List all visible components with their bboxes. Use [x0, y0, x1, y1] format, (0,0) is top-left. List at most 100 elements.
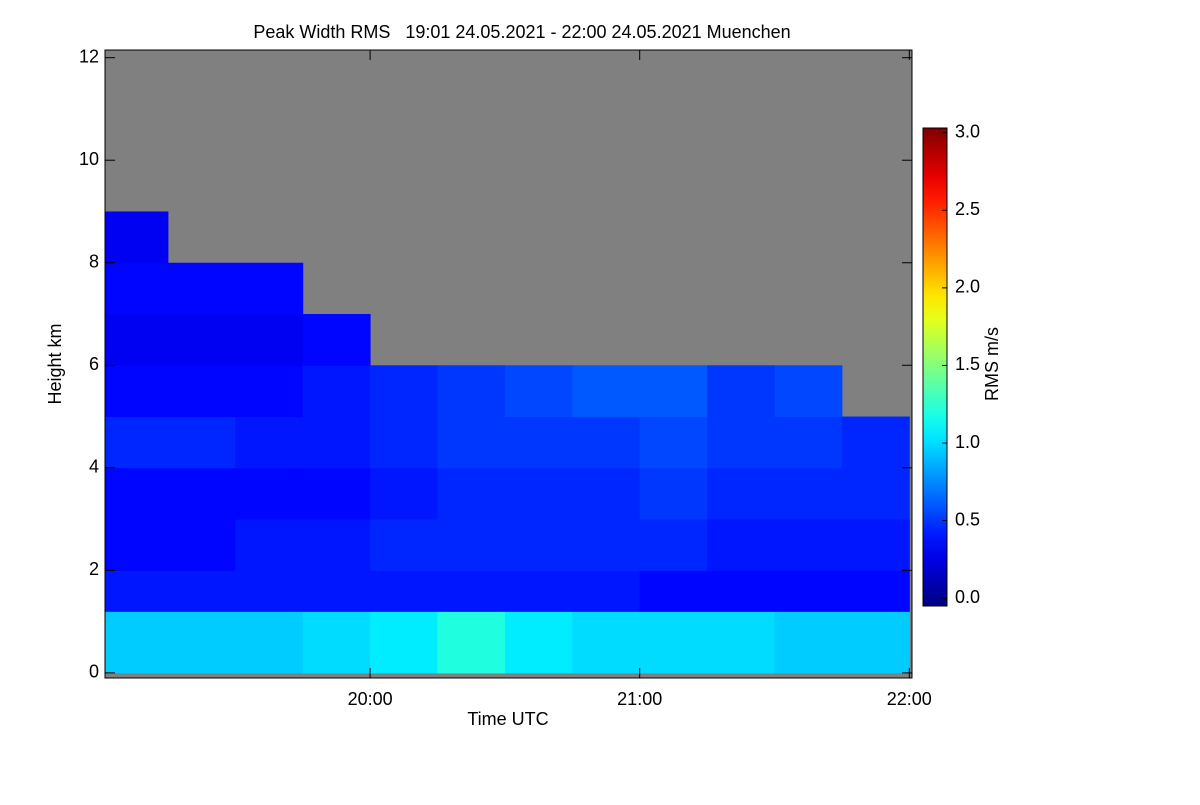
heatmap-cell: [774, 467, 843, 520]
y-tick-label: 2: [89, 559, 99, 579]
heatmap-cell: [235, 314, 304, 366]
heatmap-cell: [167, 262, 236, 315]
heatmap-cell: [167, 314, 236, 366]
heatmap-cell: [639, 519, 708, 571]
colorbar-tick-label: 0.5: [955, 509, 980, 529]
heatmap-cell: [370, 416, 439, 469]
y-tick-label: 0: [89, 662, 99, 682]
heatmap-cell: [105, 570, 169, 612]
heatmap-cell: [235, 611, 304, 674]
heatmap-cell: [167, 570, 236, 612]
heatmap-cell: [639, 611, 708, 674]
heatmap-cell: [437, 519, 506, 571]
heatmap-cell: [235, 365, 304, 418]
heatmap-cell: [572, 365, 641, 418]
x-axis-label: Time UTC: [467, 709, 548, 729]
heatmap-cell: [370, 570, 439, 612]
heatmap-cell: [572, 467, 641, 520]
heatmap-cell: [105, 611, 169, 674]
chart-title: Peak Width RMS 19:01 24.05.2021 - 22:00 …: [253, 22, 790, 42]
x-tick-label: 21:00: [617, 689, 662, 709]
heatmap-cell: [774, 570, 843, 612]
heatmap-cell: [841, 416, 910, 469]
heatmap-cell: [235, 570, 304, 612]
heatmap-cell: [167, 365, 236, 418]
y-tick-label: 4: [89, 457, 99, 477]
heatmap-cell: [302, 314, 371, 366]
heatmap-cell: [302, 570, 371, 612]
heatmap-cell: [504, 416, 573, 469]
heatmap-cell: [639, 467, 708, 520]
colorbar: [922, 127, 948, 607]
heatmap-cell: [707, 416, 776, 469]
heatmap-cell: [105, 519, 169, 571]
heatmap-cell: [639, 416, 708, 469]
plot-frame: [104, 49, 913, 679]
colorbar-tick-label: 1.0: [955, 432, 980, 452]
heatmap-cell: [572, 570, 641, 612]
heatmap-cell: [437, 570, 506, 612]
heatmap-cell: [707, 519, 776, 571]
heatmap-cell: [707, 365, 776, 418]
colorbar-tick-label: 0.0: [955, 587, 980, 607]
heatmap-cell: [370, 611, 439, 674]
heatmap-cell: [302, 611, 371, 674]
heatmap-cell: [105, 211, 169, 264]
heatmap-cell: [235, 262, 304, 315]
heatmap-cell: [235, 467, 304, 520]
heatmap-cell: [707, 467, 776, 520]
heatmap-cell: [639, 570, 708, 612]
x-tick-label: 20:00: [348, 689, 393, 709]
heatmap-cell: [167, 611, 236, 674]
heatmap-cell: [302, 416, 371, 469]
heatmap-cell: [841, 467, 910, 520]
heatmap-cell: [639, 365, 708, 418]
heatmap-cell: [774, 365, 843, 418]
heatmap-cell: [707, 570, 776, 612]
heatmap-cell: [105, 416, 169, 469]
heatmap-cell: [774, 611, 843, 674]
heatmap-cell: [774, 519, 843, 571]
colorbar-label: RMS m/s: [982, 327, 1002, 401]
colorbar-tick-label: 2.0: [955, 277, 980, 297]
heatmap-cell: [105, 262, 169, 315]
heatmap-cell: [504, 365, 573, 418]
heatmap-cell: [437, 365, 506, 418]
colorbar-tick-label: 3.0: [955, 121, 980, 141]
heatmap-cell: [370, 365, 439, 418]
heatmap-cell: [707, 611, 776, 674]
heatmap-cell: [370, 519, 439, 571]
y-tick-label: 12: [79, 46, 99, 66]
heatmap-cell: [235, 519, 304, 571]
heatmap-cell: [437, 611, 506, 674]
y-axis-label: Height km: [45, 323, 65, 404]
heatmap-cell: [841, 570, 910, 612]
heatmap-cell: [302, 467, 371, 520]
heatmap-cell: [105, 314, 169, 366]
heatmap-cell: [235, 416, 304, 469]
heatmap-cell: [302, 365, 371, 418]
heatmap-cell: [504, 611, 573, 674]
heatmap-cell: [302, 519, 371, 571]
heatmap-cell: [167, 416, 236, 469]
colorbar-tick-label: 1.5: [955, 354, 980, 374]
heatmap-cell: [572, 519, 641, 571]
heatmap-cell: [504, 519, 573, 571]
heatmap-cell: [437, 467, 506, 520]
heatmap-cell: [841, 519, 910, 571]
heatmap-cell: [504, 570, 573, 612]
heatmap-cell: [572, 611, 641, 674]
x-tick-label: 22:00: [887, 689, 932, 709]
y-tick-label: 8: [89, 252, 99, 272]
heatmap-cell: [167, 467, 236, 520]
heatmap-cell: [167, 519, 236, 571]
heatmap-cell: [370, 467, 439, 520]
heatmap-cell: [105, 365, 169, 418]
heatmap-cell: [572, 416, 641, 469]
heatmap-cell: [774, 416, 843, 469]
heatmap-cell: [504, 467, 573, 520]
heatmap-cell: [105, 467, 169, 520]
heatmap-cell: [437, 416, 506, 469]
y-tick-label: 6: [89, 354, 99, 374]
